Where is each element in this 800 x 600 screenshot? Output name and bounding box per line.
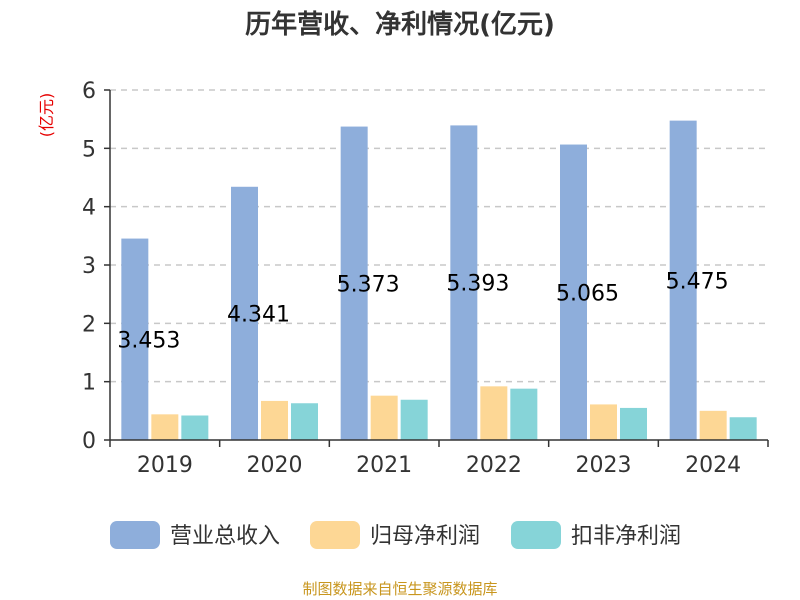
data-label: 5.393 [446, 272, 509, 297]
bar-2-2024[interactable] [699, 410, 727, 440]
x-tick-label: 2020 [247, 453, 303, 478]
bar-2-2019[interactable] [151, 414, 179, 440]
y-tick-label: 0 [82, 429, 96, 454]
legend-label: 营业总收入 [170, 524, 280, 549]
legend-item[interactable]: 营业总收入 [110, 521, 280, 549]
x-tick-label: 2024 [685, 453, 741, 478]
x-tick-label: 2023 [576, 453, 632, 478]
bar-3-2022[interactable] [510, 388, 538, 440]
y-tick-label: 4 [82, 196, 96, 221]
bar-3-2024[interactable] [729, 417, 757, 440]
legend[interactable]: 营业总收入 归母净利润 扣非净利润 [110, 521, 681, 549]
bar-3-2023[interactable] [620, 407, 647, 440]
y-tick-label: 3 [82, 254, 96, 279]
data-label: 5.373 [337, 272, 400, 297]
bar-2-2021[interactable] [370, 395, 398, 440]
bar-1-2019[interactable] [121, 238, 149, 440]
y-unit-label: (亿元) [37, 93, 56, 138]
bar-3-2019[interactable] [181, 415, 209, 441]
bars [121, 120, 757, 441]
bar-2-2022[interactable] [480, 386, 508, 440]
legend-label: 扣非净利润 [571, 524, 681, 549]
y-tick-label: 1 [82, 371, 96, 396]
legend-swatch [511, 521, 561, 549]
legend-swatch [310, 521, 360, 549]
data-label: 4.341 [227, 302, 290, 327]
bar-1-2022[interactable] [450, 125, 478, 441]
x-tick-label: 2021 [356, 453, 412, 478]
legend-item[interactable]: 扣非净利润 [511, 521, 681, 549]
bar-2-2020[interactable] [261, 400, 288, 440]
bar-1-2021[interactable] [340, 126, 368, 440]
bar-1-2020[interactable] [231, 186, 258, 440]
grid [110, 89, 768, 383]
axes: 0 1 2 3 4 5 6 2019 2020 2021 2022 2023 2024 [82, 79, 769, 478]
data-label: 5.475 [666, 269, 729, 294]
legend-item[interactable]: 归母净利润 [310, 521, 480, 549]
chart-title: 历年营收、净利情况(亿元) [245, 9, 555, 40]
bar-2-2023[interactable] [590, 404, 617, 440]
data-label: 5.065 [556, 281, 619, 306]
bar-1-2024[interactable] [669, 120, 697, 440]
data-labels: 3.453 4.341 5.373 5.393 5.065 5.475 [117, 269, 728, 353]
bar-3-2020[interactable] [291, 403, 318, 440]
y-tick-label: 2 [82, 312, 96, 337]
data-label: 3.453 [117, 328, 180, 353]
x-tick-label: 2022 [466, 453, 522, 478]
y-tick-label: 5 [82, 137, 96, 162]
legend-swatch [110, 521, 160, 549]
x-tick-label: 2019 [137, 453, 193, 478]
bar-3-2021[interactable] [400, 399, 428, 440]
y-tick-label: 6 [82, 79, 96, 104]
bar-1-2023[interactable] [560, 144, 587, 440]
source-note: 制图数据来自恒生聚源数据库 [302, 580, 497, 598]
legend-label: 归母净利润 [370, 524, 480, 549]
